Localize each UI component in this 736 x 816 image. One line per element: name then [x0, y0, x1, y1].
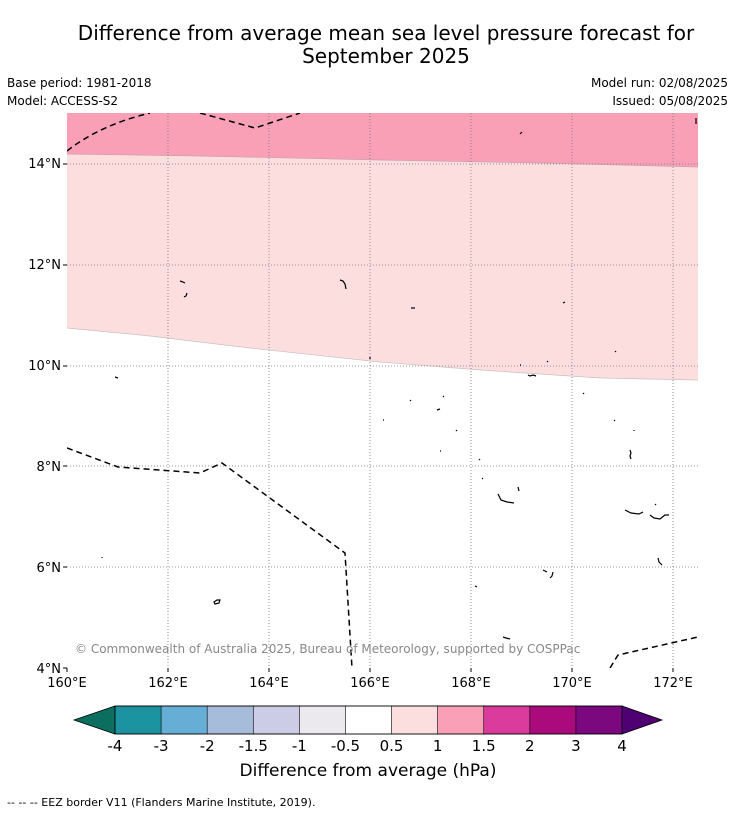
colorbar-label-5: -0.5 — [331, 737, 360, 755]
band-1-to-1-5-region — [67, 113, 698, 167]
lat-label-12n: 12°N — [28, 258, 61, 273]
colorbar-label-6: 0.5 — [380, 737, 404, 755]
lat-label-8n: 8°N — [37, 460, 62, 475]
gridlines — [67, 113, 698, 668]
meta-left: Base period: 1981-2018 Model: ACCESS-S2 — [7, 74, 152, 110]
colorbar-box-9 — [529, 705, 577, 735]
colorbar-label-3: -1.5 — [239, 737, 268, 755]
colorbar-label-4: -1 — [292, 737, 307, 755]
colorbar-label-11: 4 — [617, 737, 627, 755]
lat-label-14n: 14°N — [28, 157, 61, 172]
colorbar-box-5 — [345, 705, 393, 735]
meta-right: Model run: 02/08/2025 Issued: 05/08/2025 — [591, 74, 728, 110]
colorbar-box-1 — [160, 705, 208, 735]
eez-footnote: -- -- -- EEZ border V11 (Flanders Marine… — [7, 796, 316, 809]
map: © Commonwealth of Australia 2025, Bureau… — [28, 113, 698, 755]
colorbar-box-8 — [483, 705, 531, 735]
lat-label-4n: 4°N — [37, 662, 62, 677]
title-line-2: September 2025 — [302, 44, 470, 68]
colorbar-end-left — [74, 706, 115, 734]
lat-label-10n: 10°N — [28, 359, 61, 374]
issued-date: Issued: 05/08/2025 — [612, 94, 728, 108]
colorbar-label-0: -4 — [108, 737, 123, 755]
copyright-notice: © Commonwealth of Australia 2025, Bureau… — [75, 642, 580, 656]
longitude-labels: 160°E 162°E 164°E 166°E 168°E 170°E 172°… — [47, 676, 693, 691]
colorbar-title: Difference from average (hPa) — [239, 761, 497, 781]
lon-label-164e: 164°E — [249, 676, 289, 691]
colorbar: -4 -3 -2 -1.5 -1 -0.5 0.5 1 1.5 2 3 4 — [72, 705, 664, 755]
colorbar-box-2 — [206, 705, 255, 735]
colorbar-end-right-outline — [621, 705, 664, 735]
axis-ticks — [63, 163, 674, 672]
model-run: Model run: 02/08/2025 — [590, 76, 728, 90]
chart-title: Difference from average mean sea level p… — [0, 22, 736, 68]
map-area: © Commonwealth of Australia 2025, Bureau… — [67, 113, 698, 668]
latitude-labels: 14°N 12°N 10°N 8°N 6°N 4°N — [28, 157, 61, 677]
colorbar-label-1: -3 — [154, 737, 169, 755]
band-0-5-to-1-region — [67, 154, 698, 380]
colorbar-box-7 — [437, 705, 485, 735]
colorbar-end-left-outline — [72, 705, 116, 735]
colorbar-end-right — [622, 706, 662, 734]
title-line-1: Difference from average mean sea level p… — [77, 21, 695, 45]
lon-label-166e: 166°E — [350, 676, 390, 691]
colorbar-box-10 — [575, 705, 623, 735]
lon-label-162e: 162°E — [148, 676, 188, 691]
lon-label-172e: 172°E — [653, 676, 693, 691]
colorbar-label-10: 3 — [571, 737, 581, 755]
colorbar-box-4 — [299, 705, 347, 735]
base-period: Base period: 1981-2018 — [7, 76, 152, 90]
eez-borders — [67, 113, 698, 668]
lon-label-168e: 168°E — [451, 676, 491, 691]
colorbar-box-0 — [114, 705, 162, 735]
lon-label-160e: 160°E — [47, 676, 87, 691]
islands — [101, 118, 697, 640]
colorbar-box-6 — [391, 705, 439, 735]
colorbar-frame — [114, 705, 623, 735]
lon-label-170e: 170°E — [552, 676, 592, 691]
lat-label-6n: 6°N — [37, 561, 62, 576]
contour-0-5 — [67, 327, 698, 381]
colorbar-label-7: 1 — [433, 737, 443, 755]
colorbar-labels: -4 -3 -2 -1.5 -1 -0.5 0.5 1 1.5 2 3 4 — [108, 737, 627, 755]
colorbar-box-3 — [252, 705, 301, 735]
colorbar-label-2: -2 — [200, 737, 215, 755]
colorbar-boxes — [114, 705, 623, 735]
colorbar-label-8: 1.5 — [472, 737, 496, 755]
colorbar-label-9: 2 — [525, 737, 535, 755]
model-name: Model: ACCESS-S2 — [7, 94, 119, 108]
